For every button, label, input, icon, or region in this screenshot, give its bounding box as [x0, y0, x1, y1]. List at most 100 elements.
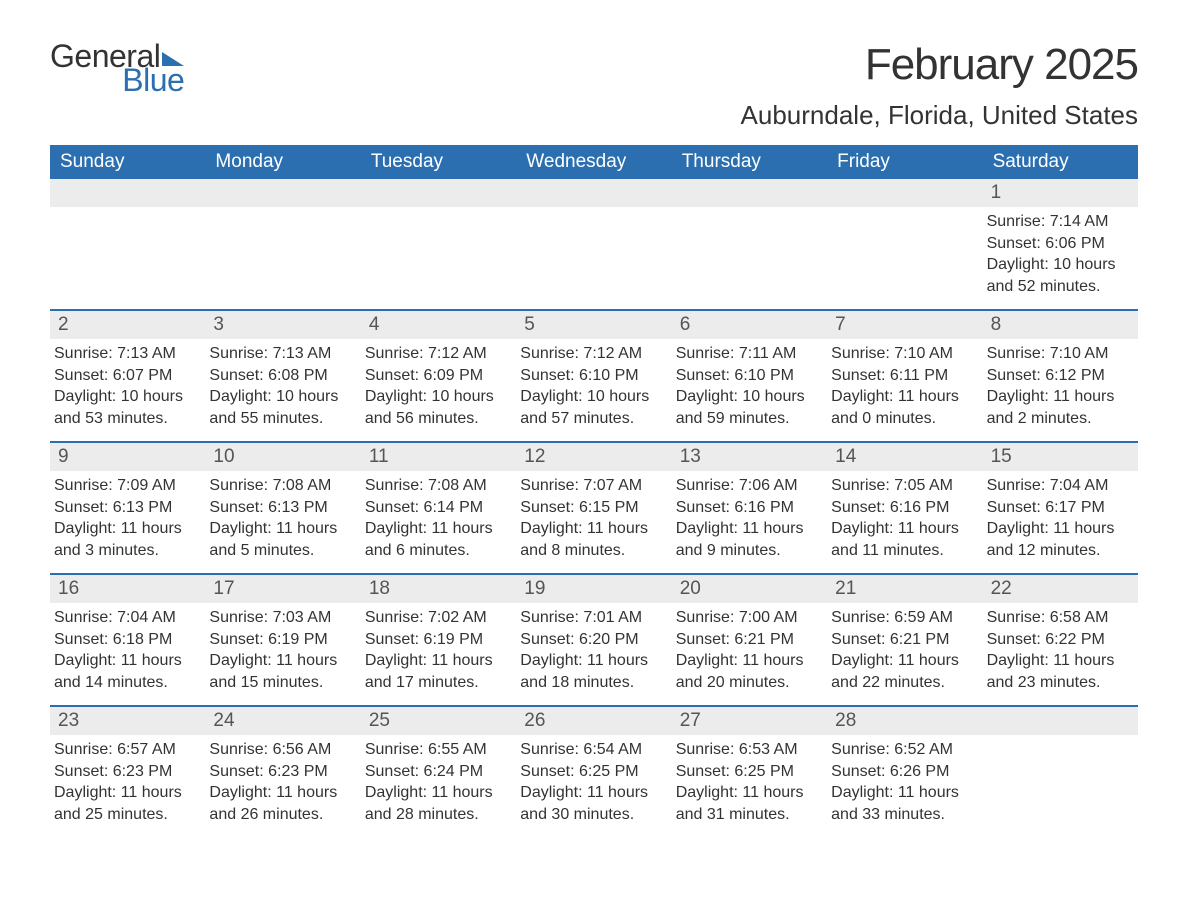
- calendar-week: 23Sunrise: 6:57 AMSunset: 6:23 PMDayligh…: [50, 705, 1138, 837]
- calendar-week: 9Sunrise: 7:09 AMSunset: 6:13 PMDaylight…: [50, 441, 1138, 573]
- sunset-line: Sunset: 6:18 PM: [54, 629, 199, 651]
- day-details: Sunrise: 7:10 AMSunset: 6:12 PMDaylight:…: [983, 339, 1138, 433]
- day-number: 22: [983, 575, 1138, 603]
- day-details: Sunrise: 7:13 AMSunset: 6:07 PMDaylight:…: [50, 339, 205, 433]
- day-details: Sunrise: 7:00 AMSunset: 6:21 PMDaylight:…: [672, 603, 827, 697]
- daylight-line: Daylight: 10 hours and 59 minutes.: [676, 386, 821, 429]
- page-header: General Blue February 2025 Auburndale, F…: [50, 40, 1138, 131]
- sunrise-line: Sunrise: 7:08 AM: [209, 475, 354, 497]
- sunrise-line: Sunrise: 7:14 AM: [987, 211, 1132, 233]
- daylight-line: Daylight: 11 hours and 20 minutes.: [676, 650, 821, 693]
- calendar-cell-empty: [50, 179, 205, 309]
- calendar-cell: 2Sunrise: 7:13 AMSunset: 6:07 PMDaylight…: [50, 311, 205, 441]
- daylight-line: Daylight: 11 hours and 23 minutes.: [987, 650, 1132, 693]
- day-details: Sunrise: 7:03 AMSunset: 6:19 PMDaylight:…: [205, 603, 360, 697]
- day-details: Sunrise: 6:54 AMSunset: 6:25 PMDaylight:…: [516, 735, 671, 829]
- day-number: 16: [50, 575, 205, 603]
- sunset-line: Sunset: 6:22 PM: [987, 629, 1132, 651]
- calendar: Sunday Monday Tuesday Wednesday Thursday…: [50, 145, 1138, 837]
- sunrise-line: Sunrise: 7:09 AM: [54, 475, 199, 497]
- day-details: Sunrise: 7:01 AMSunset: 6:20 PMDaylight:…: [516, 603, 671, 697]
- sunrise-line: Sunrise: 7:00 AM: [676, 607, 821, 629]
- day-details: Sunrise: 7:12 AMSunset: 6:10 PMDaylight:…: [516, 339, 671, 433]
- day-details: Sunrise: 7:10 AMSunset: 6:11 PMDaylight:…: [827, 339, 982, 433]
- sunrise-line: Sunrise: 7:01 AM: [520, 607, 665, 629]
- sunset-line: Sunset: 6:23 PM: [209, 761, 354, 783]
- day-number: 27: [672, 707, 827, 735]
- sunset-line: Sunset: 6:19 PM: [365, 629, 510, 651]
- sunset-line: Sunset: 6:16 PM: [676, 497, 821, 519]
- calendar-cell: 6Sunrise: 7:11 AMSunset: 6:10 PMDaylight…: [672, 311, 827, 441]
- day-details: Sunrise: 7:07 AMSunset: 6:15 PMDaylight:…: [516, 471, 671, 565]
- logo-word-blue: Blue: [120, 64, 184, 96]
- daylight-line: Daylight: 11 hours and 17 minutes.: [365, 650, 510, 693]
- month-title: February 2025: [741, 40, 1138, 90]
- day-number-bar: [50, 179, 205, 207]
- weekday-header: Monday: [205, 145, 360, 179]
- daylight-line: Daylight: 11 hours and 12 minutes.: [987, 518, 1132, 561]
- sunset-line: Sunset: 6:13 PM: [54, 497, 199, 519]
- day-number: 23: [50, 707, 205, 735]
- sunrise-line: Sunrise: 7:07 AM: [520, 475, 665, 497]
- day-number: 25: [361, 707, 516, 735]
- day-number: 18: [361, 575, 516, 603]
- sunset-line: Sunset: 6:16 PM: [831, 497, 976, 519]
- calendar-cell: 23Sunrise: 6:57 AMSunset: 6:23 PMDayligh…: [50, 707, 205, 837]
- sunrise-line: Sunrise: 6:55 AM: [365, 739, 510, 761]
- calendar-cell: 22Sunrise: 6:58 AMSunset: 6:22 PMDayligh…: [983, 575, 1138, 705]
- calendar-cell-empty: [516, 179, 671, 309]
- sunset-line: Sunset: 6:10 PM: [676, 365, 821, 387]
- day-details: Sunrise: 6:58 AMSunset: 6:22 PMDaylight:…: [983, 603, 1138, 697]
- daylight-line: Daylight: 11 hours and 30 minutes.: [520, 782, 665, 825]
- day-details: Sunrise: 7:08 AMSunset: 6:14 PMDaylight:…: [361, 471, 516, 565]
- day-details: Sunrise: 6:59 AMSunset: 6:21 PMDaylight:…: [827, 603, 982, 697]
- day-details: Sunrise: 6:52 AMSunset: 6:26 PMDaylight:…: [827, 735, 982, 829]
- day-details: Sunrise: 7:14 AMSunset: 6:06 PMDaylight:…: [983, 207, 1138, 301]
- calendar-cell: 9Sunrise: 7:09 AMSunset: 6:13 PMDaylight…: [50, 443, 205, 573]
- sunrise-line: Sunrise: 6:53 AM: [676, 739, 821, 761]
- calendar-cell: 28Sunrise: 6:52 AMSunset: 6:26 PMDayligh…: [827, 707, 982, 837]
- daylight-line: Daylight: 11 hours and 9 minutes.: [676, 518, 821, 561]
- calendar-cell: 8Sunrise: 7:10 AMSunset: 6:12 PMDaylight…: [983, 311, 1138, 441]
- sunset-line: Sunset: 6:09 PM: [365, 365, 510, 387]
- daylight-line: Daylight: 10 hours and 57 minutes.: [520, 386, 665, 429]
- sunrise-line: Sunrise: 6:57 AM: [54, 739, 199, 761]
- day-details: Sunrise: 7:04 AMSunset: 6:17 PMDaylight:…: [983, 471, 1138, 565]
- day-details: Sunrise: 6:57 AMSunset: 6:23 PMDaylight:…: [50, 735, 205, 829]
- sunset-line: Sunset: 6:14 PM: [365, 497, 510, 519]
- day-number: 8: [983, 311, 1138, 339]
- location-subtitle: Auburndale, Florida, United States: [741, 100, 1138, 131]
- day-number: 13: [672, 443, 827, 471]
- day-number: 9: [50, 443, 205, 471]
- calendar-cell: 25Sunrise: 6:55 AMSunset: 6:24 PMDayligh…: [361, 707, 516, 837]
- daylight-line: Daylight: 11 hours and 33 minutes.: [831, 782, 976, 825]
- day-number: 12: [516, 443, 671, 471]
- sunrise-line: Sunrise: 7:13 AM: [209, 343, 354, 365]
- sunset-line: Sunset: 6:12 PM: [987, 365, 1132, 387]
- day-number-bar: [672, 179, 827, 207]
- calendar-cell: 13Sunrise: 7:06 AMSunset: 6:16 PMDayligh…: [672, 443, 827, 573]
- daylight-line: Daylight: 11 hours and 14 minutes.: [54, 650, 199, 693]
- sunrise-line: Sunrise: 7:13 AM: [54, 343, 199, 365]
- weekday-header: Friday: [827, 145, 982, 179]
- day-number: 7: [827, 311, 982, 339]
- day-number: 24: [205, 707, 360, 735]
- day-details: Sunrise: 7:04 AMSunset: 6:18 PMDaylight:…: [50, 603, 205, 697]
- sunrise-line: Sunrise: 6:56 AM: [209, 739, 354, 761]
- day-details: Sunrise: 7:09 AMSunset: 6:13 PMDaylight:…: [50, 471, 205, 565]
- sunrise-line: Sunrise: 6:58 AM: [987, 607, 1132, 629]
- daylight-line: Daylight: 11 hours and 6 minutes.: [365, 518, 510, 561]
- day-number: 4: [361, 311, 516, 339]
- calendar-cell: 19Sunrise: 7:01 AMSunset: 6:20 PMDayligh…: [516, 575, 671, 705]
- sunset-line: Sunset: 6:17 PM: [987, 497, 1132, 519]
- sunset-line: Sunset: 6:23 PM: [54, 761, 199, 783]
- calendar-cell: 10Sunrise: 7:08 AMSunset: 6:13 PMDayligh…: [205, 443, 360, 573]
- sunset-line: Sunset: 6:26 PM: [831, 761, 976, 783]
- day-details: Sunrise: 7:12 AMSunset: 6:09 PMDaylight:…: [361, 339, 516, 433]
- daylight-line: Daylight: 10 hours and 56 minutes.: [365, 386, 510, 429]
- calendar-cell: 16Sunrise: 7:04 AMSunset: 6:18 PMDayligh…: [50, 575, 205, 705]
- day-number: 17: [205, 575, 360, 603]
- calendar-cell: 26Sunrise: 6:54 AMSunset: 6:25 PMDayligh…: [516, 707, 671, 837]
- day-number: 6: [672, 311, 827, 339]
- day-number: 20: [672, 575, 827, 603]
